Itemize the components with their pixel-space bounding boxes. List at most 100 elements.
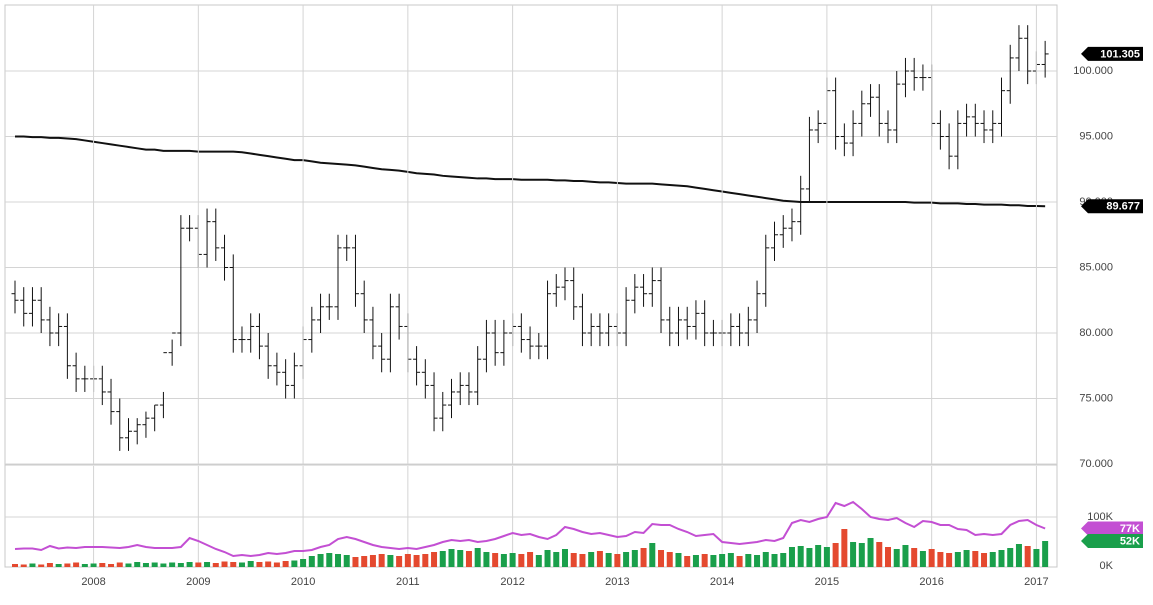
volume-bar: [649, 543, 656, 567]
volume-bar: [125, 563, 132, 567]
volume-bar: [841, 529, 848, 567]
volume-bar: [561, 549, 568, 567]
volume-bar: [902, 545, 909, 567]
volume-bar: [396, 556, 403, 567]
y-tick-label: 0K: [1100, 560, 1114, 572]
volume-bar: [221, 561, 228, 567]
volume-bar: [963, 550, 970, 567]
volume-bar: [20, 564, 27, 567]
volume-bar: [1015, 544, 1022, 567]
volume-average: [14, 500, 1046, 558]
x-tick-label: 2017: [1024, 576, 1048, 588]
volume-bar: [1033, 549, 1040, 567]
volume-bar: [492, 553, 499, 567]
volume-bar: [946, 553, 953, 567]
last-value-badge: [1081, 199, 1143, 214]
volume-bar: [701, 554, 708, 567]
y-tick-label: 95.000: [1079, 130, 1113, 142]
volume-bar: [317, 554, 324, 567]
volume-bar: [204, 562, 211, 567]
volume-bar: [73, 562, 80, 567]
volume-bar: [788, 547, 795, 567]
volume-bar: [885, 547, 891, 567]
x-tick-label: 2014: [710, 576, 734, 588]
volume-bar: [771, 554, 778, 567]
volume-bar: [55, 564, 62, 567]
volume-bar: [230, 562, 237, 567]
volume-bar: [509, 553, 516, 567]
y-tick-label: 70.000: [1079, 458, 1113, 470]
volume-bar: [448, 549, 455, 567]
x-tick-label: 2010: [291, 576, 315, 588]
x-tick-label: 2013: [605, 576, 629, 588]
volume-bar: [439, 551, 446, 567]
volume-bar: [369, 555, 376, 567]
volume-bar: [666, 552, 673, 567]
volume-bar: [754, 555, 761, 567]
volume-bar: [361, 556, 368, 567]
volume-bar: [343, 555, 350, 567]
volume-bar: [474, 548, 481, 567]
volume-bar: [631, 550, 638, 567]
volume-bar: [1042, 541, 1049, 567]
volume-bar: [640, 548, 647, 567]
volume-bar: [90, 563, 97, 567]
volume-bar: [937, 552, 944, 567]
volume-bar: [858, 543, 865, 567]
volume-bar: [256, 562, 263, 567]
volume-bar: [954, 552, 961, 567]
volume-bar: [81, 564, 88, 567]
x-tick-label: 2011: [396, 576, 420, 588]
volume-bar: [352, 557, 359, 567]
volume-bar: [12, 564, 18, 567]
volume-bar: [762, 552, 769, 567]
volume-bar: [719, 554, 726, 567]
y-tick-label: 100.000: [1073, 65, 1113, 77]
volume-bar: [335, 554, 342, 567]
volume-bar: [273, 562, 280, 567]
volume-bar: [308, 556, 315, 567]
last-volume-badge: [1081, 534, 1143, 548]
volume-bar: [483, 552, 490, 567]
volume-bar: [177, 563, 184, 567]
volume-bar: [169, 562, 176, 567]
x-tick-label: 2009: [186, 576, 210, 588]
volume-bar: [326, 553, 333, 567]
last-volume-text: 77K: [1120, 523, 1140, 535]
x-tick-label: 2015: [815, 576, 839, 588]
volume-bar: [1007, 548, 1014, 567]
volume-bar: [596, 551, 603, 567]
last-volume-badge: [1081, 521, 1143, 536]
y-tick-label: 100K: [1087, 511, 1113, 523]
volume-bar: [972, 551, 979, 567]
volume-bar: [544, 550, 551, 567]
volume-bar: [832, 543, 839, 567]
volume-bar: [570, 553, 577, 567]
volume-bar: [815, 545, 822, 567]
last-value-text: 101.305: [1100, 48, 1140, 60]
volume-bar: [675, 553, 682, 567]
y-tick-label: 75.000: [1079, 392, 1113, 404]
volume-bar: [38, 564, 45, 567]
volume-bar: [981, 553, 988, 567]
volume-bar: [404, 554, 411, 567]
volume-bar: [823, 547, 830, 567]
volume-bar: [989, 552, 996, 567]
volume-bar: [928, 549, 935, 567]
volume-bar: [745, 554, 752, 567]
volume-bar: [465, 551, 472, 567]
volume-bar: [116, 562, 123, 567]
volume-bar: [614, 554, 621, 567]
volume-bar: [579, 554, 586, 567]
volume-bar: [282, 561, 289, 567]
volume-bar: [422, 554, 429, 567]
volume-bar: [919, 551, 926, 567]
moving-average: [15, 135, 1046, 208]
volume-bar: [605, 553, 612, 567]
last-value-badge: [1081, 46, 1143, 61]
volume-bar: [684, 556, 691, 567]
last-value-text: 89.677: [1106, 201, 1140, 213]
volume-bar: [413, 555, 420, 567]
volume-bar: [867, 538, 874, 567]
